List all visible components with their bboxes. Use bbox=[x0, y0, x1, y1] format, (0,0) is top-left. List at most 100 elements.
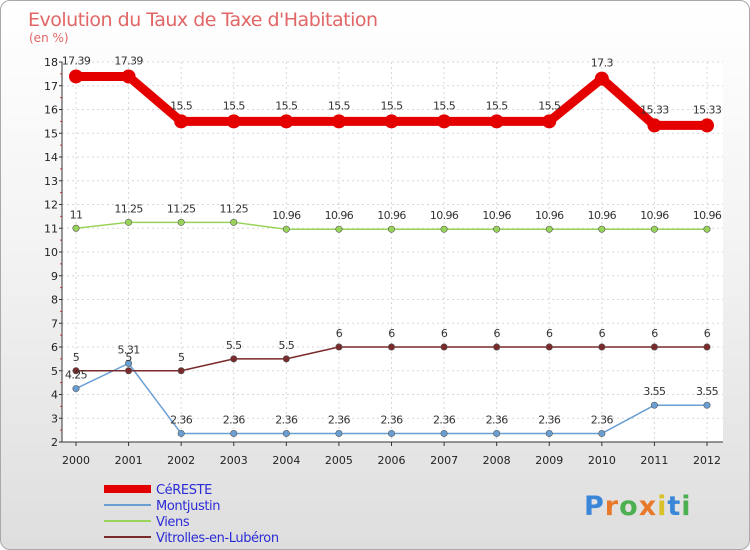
data-label: 5.5 bbox=[226, 339, 242, 352]
data-point bbox=[69, 69, 83, 84]
data-point bbox=[440, 343, 448, 351]
data-label: 11 bbox=[70, 208, 83, 221]
data-point bbox=[489, 114, 504, 129]
data-label: 17.3 bbox=[591, 57, 614, 70]
data-point bbox=[230, 218, 238, 226]
x-tick-label: 2000 bbox=[62, 454, 90, 467]
data-point bbox=[177, 218, 185, 226]
data-point bbox=[384, 114, 399, 129]
x-tick-label: 2011 bbox=[640, 454, 668, 467]
x-tick-label: 2008 bbox=[483, 454, 511, 467]
data-point bbox=[542, 114, 557, 129]
data-label: 15.5 bbox=[538, 99, 561, 112]
data-label: 5 bbox=[178, 351, 185, 364]
data-point bbox=[331, 114, 346, 129]
data-label: 11.25 bbox=[167, 202, 196, 215]
data-label: 15.5 bbox=[328, 99, 351, 112]
data-label: 10.96 bbox=[482, 209, 511, 222]
data-label: 10.96 bbox=[377, 209, 406, 222]
data-label: 15.33 bbox=[640, 103, 669, 116]
data-label: 11.25 bbox=[220, 202, 249, 215]
data-point bbox=[230, 429, 238, 437]
data-point bbox=[703, 343, 711, 351]
data-point bbox=[493, 225, 501, 233]
data-point bbox=[72, 385, 80, 393]
legend-label: Montjustin bbox=[156, 499, 220, 514]
data-label: 10.96 bbox=[325, 209, 354, 222]
data-label: 15.5 bbox=[486, 99, 509, 112]
data-point bbox=[335, 429, 343, 437]
data-labels: 17.39 17.39 15.5 15.5 15.5 15.5 15.5 15.5 15.5 15… bbox=[62, 54, 723, 426]
y-tick-label: 5 bbox=[51, 365, 58, 378]
logo-letter: t bbox=[667, 491, 682, 522]
data-point bbox=[598, 225, 606, 233]
x-tick-label: 2012 bbox=[693, 454, 721, 467]
data-label: 2.36 bbox=[223, 413, 246, 426]
data-point bbox=[700, 118, 714, 133]
data-label: 2.36 bbox=[486, 413, 509, 426]
data-point bbox=[174, 114, 189, 129]
data-point bbox=[647, 118, 662, 133]
data-label: 4.25 bbox=[65, 369, 88, 382]
y-tick-label: 3 bbox=[51, 412, 58, 425]
x-tick-label: 2002 bbox=[167, 454, 195, 467]
data-point bbox=[703, 401, 711, 409]
y-tick-label: 8 bbox=[51, 294, 58, 307]
logo-letter: i bbox=[681, 491, 692, 522]
data-label: 15.5 bbox=[223, 99, 246, 112]
y-tick-label: 14 bbox=[44, 151, 58, 164]
data-point bbox=[125, 367, 133, 375]
data-point bbox=[598, 429, 606, 437]
data-point bbox=[440, 429, 448, 437]
y-tick-label: 17 bbox=[44, 80, 58, 93]
x-tick-label: 2006 bbox=[378, 454, 406, 467]
data-label: 15.5 bbox=[275, 99, 298, 112]
x-tick-label: 2001 bbox=[115, 454, 143, 467]
data-label: 5 bbox=[125, 351, 132, 364]
data-label: 15.5 bbox=[380, 99, 403, 112]
x-tick-label: 2004 bbox=[272, 454, 300, 467]
legend-label: Vitrolles-en-Lubéron bbox=[156, 531, 279, 546]
data-label: 6 bbox=[493, 327, 500, 340]
data-label: 10.96 bbox=[272, 209, 301, 222]
data-point bbox=[545, 343, 553, 351]
data-label: 2.36 bbox=[538, 413, 561, 426]
x-tick-label: 2007 bbox=[430, 454, 458, 467]
data-point bbox=[545, 429, 553, 437]
data-label: 5.5 bbox=[278, 339, 294, 352]
logo-letter: o bbox=[619, 491, 639, 522]
data-point bbox=[177, 429, 185, 437]
y-tick-label: 10 bbox=[44, 246, 58, 259]
data-point bbox=[437, 114, 452, 129]
data-point bbox=[650, 343, 658, 351]
data-point bbox=[703, 225, 711, 233]
data-label: 6 bbox=[388, 327, 395, 340]
data-label: 2.36 bbox=[433, 413, 456, 426]
logo-letter: i bbox=[657, 491, 668, 522]
data-point bbox=[387, 343, 395, 351]
data-point bbox=[650, 225, 658, 233]
data-label: 3.55 bbox=[696, 385, 719, 398]
data-label: 6 bbox=[546, 327, 553, 340]
data-label: 6 bbox=[599, 327, 606, 340]
logo-letter: r bbox=[604, 491, 620, 522]
y-tick-label: 7 bbox=[51, 317, 58, 330]
data-point bbox=[125, 218, 133, 226]
axes: 2 3 4 5 6 7 8 9 10 11 12 13 14 15 16 17 18 2000 2001 2002 20… bbox=[44, 56, 723, 467]
data-point bbox=[493, 429, 501, 437]
data-label: 5 bbox=[73, 351, 80, 364]
logo-letter: x bbox=[638, 491, 658, 522]
legend-label: Viens bbox=[156, 515, 190, 530]
data-label: 10.96 bbox=[430, 209, 459, 222]
data-label: 2.36 bbox=[275, 413, 298, 426]
data-point bbox=[493, 343, 501, 351]
data-label: 10.96 bbox=[693, 209, 722, 222]
y-tick-label: 13 bbox=[44, 175, 58, 188]
y-tick-label: 11 bbox=[44, 222, 58, 235]
x-tick-label: 2005 bbox=[325, 454, 353, 467]
data-label: 5.31 bbox=[118, 343, 140, 356]
data-label: 11.25 bbox=[114, 202, 143, 215]
x-tick-label: 2010 bbox=[588, 454, 616, 467]
data-label: 2.36 bbox=[328, 413, 351, 426]
